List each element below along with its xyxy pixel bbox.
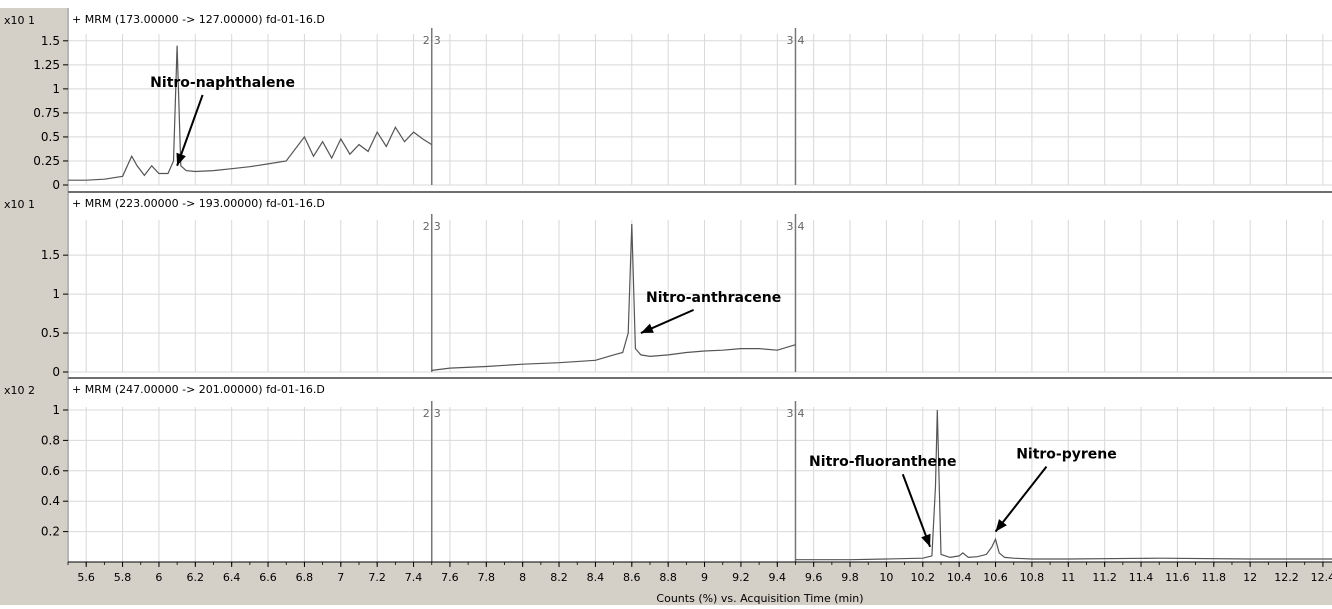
y-tick-label: 0.2: [41, 525, 60, 539]
y-tick-label: 1.5: [41, 248, 60, 262]
x-tick-label: 5.6: [77, 571, 95, 584]
x-tick-label: 11.6: [1165, 571, 1190, 584]
segment-label-right: 3: [434, 34, 441, 47]
x-tick-label: 9: [701, 571, 708, 584]
y-tick-label: 0.8: [41, 433, 60, 447]
x-tick-label: 9.6: [805, 571, 823, 584]
y-tick-label: 1.5: [41, 34, 60, 48]
segment-label-right: 4: [797, 34, 804, 47]
x-tick-label: 10: [879, 571, 893, 584]
panel-title: + MRM (173.00000 -> 127.00000) fd-01-16.…: [72, 13, 325, 26]
peak-annotation-label: Nitro-anthracene: [646, 290, 781, 306]
peak-annotation-label: Nitro-fluoranthene: [809, 454, 956, 470]
x-tick-label: 12.4: [1311, 571, 1332, 584]
peak-annotation-label: Nitro-naphthalene: [150, 75, 295, 91]
x-tick-label: 11: [1061, 571, 1075, 584]
x-tick-label: 12: [1243, 571, 1257, 584]
y-tick-label: 0.75: [33, 106, 60, 120]
panel-background: [68, 8, 1332, 192]
segment-label-left: 3: [786, 34, 793, 47]
x-tick-label: 6.2: [187, 571, 205, 584]
y-tick-label: 1: [52, 403, 60, 417]
x-tick-label: 6.4: [223, 571, 241, 584]
x-tick-label: 6: [155, 571, 162, 584]
y-tick-label: 0.5: [41, 326, 60, 340]
x-tick-label: 8: [519, 571, 526, 584]
panel-title: + MRM (247.00000 -> 201.00000) fd-01-16.…: [72, 383, 325, 396]
panel-title: + MRM (223.00000 -> 193.00000) fd-01-16.…: [72, 197, 325, 210]
segment-label-right: 4: [797, 407, 804, 420]
panel-multiplier: x10 1: [4, 14, 35, 27]
segment-label-right: 4: [797, 220, 804, 233]
x-tick-label: 7: [337, 571, 344, 584]
x-tick-label: 10.2: [911, 571, 936, 584]
x-tick-label: 10.4: [947, 571, 972, 584]
x-tick-label: 8.2: [550, 571, 568, 584]
y-tick-label: 0: [52, 365, 60, 379]
x-axis-title: Counts (%) vs. Acquisition Time (min): [656, 592, 863, 605]
x-tick-label: 10.8: [1020, 571, 1045, 584]
x-tick-label: 7.2: [368, 571, 386, 584]
segment-label-left: 3: [786, 220, 793, 233]
y-tick-label: 0.4: [41, 494, 60, 508]
y-tick-label: 1: [52, 82, 60, 96]
x-tick-label: 11.8: [1202, 571, 1227, 584]
panel-background: [68, 378, 1332, 562]
x-tick-label: 7.8: [478, 571, 496, 584]
x-tick-label: 11.2: [1092, 571, 1117, 584]
x-tick-label: 11.4: [1129, 571, 1154, 584]
x-tick-label: 6.8: [296, 571, 314, 584]
segment-label-left: 2: [423, 34, 430, 47]
x-tick-label: 7.4: [405, 571, 423, 584]
y-tick-label: 0.25: [33, 154, 60, 168]
x-tick-label: 8.4: [587, 571, 605, 584]
y-tick-label: 0.5: [41, 130, 60, 144]
y-tick-label: 1.25: [33, 58, 60, 72]
segment-label-left: 2: [423, 220, 430, 233]
x-tick-label: 8.8: [659, 571, 677, 584]
x-tick-label: 9.4: [769, 571, 787, 584]
x-tick-label: 8.6: [623, 571, 641, 584]
x-tick-label: 5.8: [114, 571, 132, 584]
x-tick-label: 10.6: [983, 571, 1008, 584]
panel-multiplier: x10 1: [4, 198, 35, 211]
segment-label-right: 3: [434, 220, 441, 233]
x-tick-label: 9.8: [841, 571, 859, 584]
y-tick-label: 1: [52, 287, 60, 301]
y-tick-label: 0: [52, 178, 60, 192]
x-tick-label: 12.2: [1274, 571, 1299, 584]
y-tick-label: 0.6: [41, 464, 60, 478]
x-tick-label: 7.6: [441, 571, 459, 584]
segment-label-right: 3: [434, 407, 441, 420]
peak-annotation-label: Nitro-pyrene: [1016, 447, 1117, 463]
panel-multiplier: x10 2: [4, 384, 35, 397]
segment-label-left: 3: [786, 407, 793, 420]
x-tick-label: 6.6: [259, 571, 277, 584]
segment-label-left: 2: [423, 407, 430, 420]
x-tick-label: 9.2: [732, 571, 750, 584]
panel-background: [68, 192, 1332, 378]
